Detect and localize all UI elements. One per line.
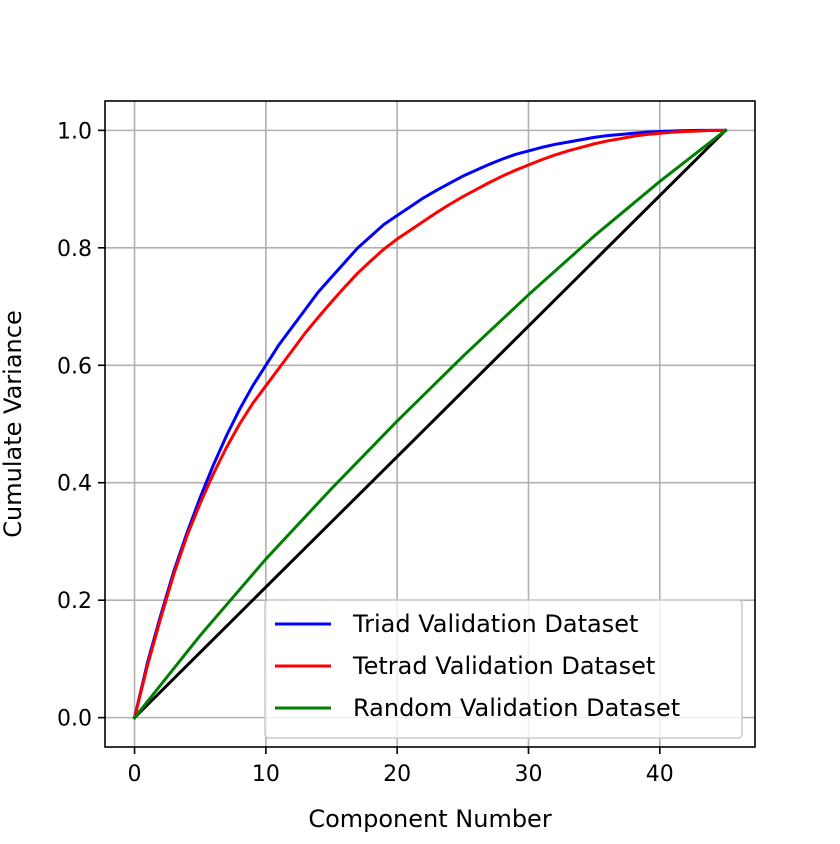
y-axis-label: Cumulate Variance: [0, 310, 27, 537]
series-line-random: [132, 128, 728, 720]
x-tick-label-3: 30: [514, 762, 542, 787]
x-tick-label-1: 10: [252, 762, 280, 787]
legend-box: [264, 599, 743, 739]
x-axis-ticks: 0 10 20 30 40: [128, 747, 674, 787]
y-tick-label-1: 0.2: [57, 589, 92, 614]
y-tick-label-5: 1.0: [57, 119, 92, 144]
x-tick-label-4: 40: [646, 762, 674, 787]
legend-label-1: Tetrad Validation Dataset: [352, 652, 655, 680]
y-tick-label-4: 0.8: [57, 237, 92, 262]
plot-frame: [104, 100, 756, 748]
x-tick-label-0: 0: [128, 762, 142, 787]
y-axis-ticks: 0.0 0.2 0.4 0.6 0.8 1.0: [57, 119, 105, 732]
series-line-tetrad: [132, 128, 727, 720]
legend: Triad Validation Dataset Tetrad Validatio…: [264, 599, 743, 739]
series-lines: [132, 128, 728, 720]
x-axis-label: Component Number: [308, 805, 552, 833]
y-tick-label-2: 0.4: [57, 472, 92, 497]
legend-label-0: Triad Validation Dataset: [352, 610, 638, 638]
y-tick-label-0: 0.0: [57, 707, 92, 732]
y-tick-label-3: 0.6: [57, 354, 92, 379]
series-line-triad: [132, 128, 727, 720]
x-tick-label-2: 20: [383, 762, 411, 787]
diagonal-reference-line: [132, 128, 728, 720]
legend-label-2: Random Validation Dataset: [353, 694, 680, 722]
